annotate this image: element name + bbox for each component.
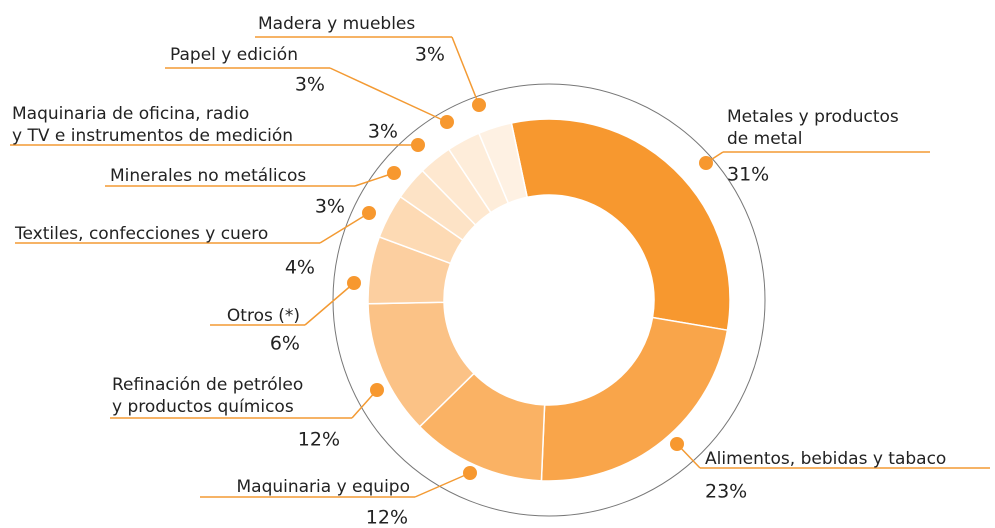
category-label: Otros (*) [227,306,300,326]
value-label: 23% [705,481,747,503]
category-label: Madera y muebles [258,14,415,34]
slice [477,122,529,205]
category-label: Metales y productos [727,107,899,127]
slice [510,118,731,332]
label-dot [472,98,486,112]
category-label: y TV e instrumentos de medición [12,126,293,146]
category-label: Papel y edición [170,45,298,65]
category-label: de metal [727,129,802,149]
category-label: Minerales no metálicos [110,166,306,186]
label-dot [362,206,376,220]
value-label: 4% [285,257,315,279]
label-dot [347,276,361,290]
label-dot [670,437,684,451]
category-label: Alimentos, bebidas y tabaco [705,449,946,469]
category-label: Maquinaria y equipo [236,477,410,497]
leader-line [319,212,370,244]
category-label: Textiles, confecciones y cuero [14,224,268,244]
value-label: 31% [727,164,769,186]
label-dot [463,466,477,480]
outer-ring [332,83,766,517]
value-label: 6% [270,333,300,355]
leader-line [304,282,355,326]
category-label: Refinación de petróleo [112,375,303,395]
value-label: 3% [368,121,398,143]
value-label: 3% [415,44,445,66]
leader-line [451,36,480,106]
value-label: 12% [298,429,340,451]
label-dot [387,166,401,180]
category-label: Maquinaria de oficina, radio [12,104,249,124]
label-dot [370,383,384,397]
leader-line [414,472,471,498]
label-dot [699,156,713,170]
value-label: 3% [295,74,325,96]
slice [540,316,729,482]
value-label: 3% [315,196,345,218]
leader-line [329,67,448,123]
label-dot [440,115,454,129]
label-dot [411,138,425,152]
category-label: y productos químicos [112,397,294,417]
value-label: 12% [366,507,408,528]
